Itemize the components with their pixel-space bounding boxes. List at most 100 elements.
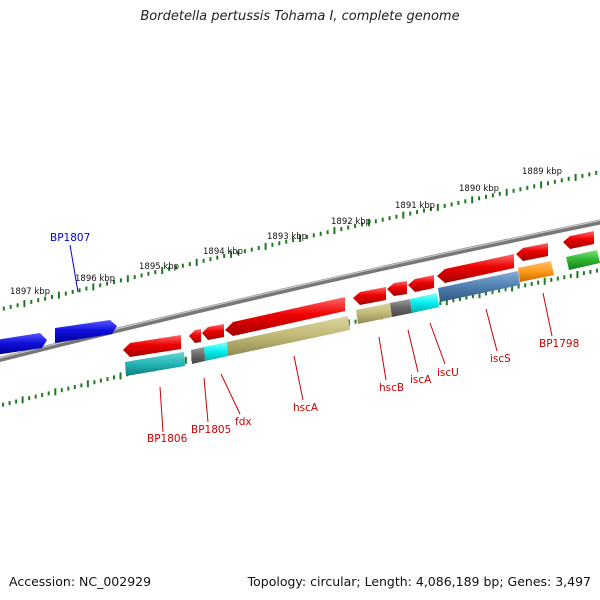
outer-scale-tick bbox=[223, 254, 226, 258]
inner-scale-tick bbox=[491, 290, 494, 295]
inner-scale-tick bbox=[582, 271, 585, 276]
inner-scale-tick bbox=[54, 388, 57, 396]
inner-scale-tick bbox=[8, 401, 11, 406]
inner-scale-tick bbox=[543, 277, 546, 285]
outer-scale-tick bbox=[395, 214, 398, 219]
outer-scale-tick bbox=[457, 200, 460, 205]
scale-label-1891: 1891 kbp bbox=[395, 201, 435, 211]
inner-scale-tick bbox=[99, 378, 102, 383]
outer-scale-ticks bbox=[2, 170, 598, 311]
outer-scale-tick bbox=[471, 196, 474, 204]
outer-scale-tick bbox=[505, 188, 508, 196]
scale-label-1892: 1892 kbp bbox=[331, 217, 371, 227]
outer-scale-tick bbox=[271, 242, 274, 247]
inner-scale-tick bbox=[452, 298, 455, 303]
inner-scale-tick bbox=[458, 297, 461, 301]
inner-scale-tick bbox=[439, 301, 442, 306]
inner-scale-tick bbox=[465, 295, 468, 300]
outer-scale-tick bbox=[37, 298, 40, 303]
outer-scale-tick bbox=[374, 219, 377, 224]
outer-scale-tick bbox=[140, 273, 143, 278]
outer-scale-tick bbox=[243, 249, 246, 254]
outer-scale-tick bbox=[285, 239, 288, 244]
outer-scale-tick bbox=[595, 170, 598, 175]
leader-BP1807 bbox=[69, 244, 79, 293]
leader-BP1806 bbox=[159, 386, 164, 433]
label-fdx: fdx bbox=[235, 416, 252, 428]
inner-scale-tick bbox=[184, 356, 187, 364]
label-leader-lines bbox=[159, 292, 553, 433]
inner-scale-tick bbox=[511, 284, 514, 292]
outer-scale-tick bbox=[195, 258, 198, 266]
outer-scale-tick bbox=[44, 296, 47, 301]
inner-scale-tick bbox=[60, 388, 63, 393]
outer-scale-tick bbox=[491, 193, 494, 198]
inner-scale-tick bbox=[485, 291, 487, 296]
gene-arrow-BP1807 bbox=[55, 320, 117, 343]
genome-backbone bbox=[0, 219, 600, 363]
gene-labels: BP1807 BP1806 BP1805 fdx hscA hscB iscA … bbox=[50, 232, 579, 445]
outer-scale-tick bbox=[450, 202, 453, 207]
inner-scale-tick bbox=[73, 385, 76, 389]
inner-scale-tick bbox=[517, 284, 520, 289]
gene-arrow-hscA bbox=[225, 297, 345, 336]
outer-scale-tick bbox=[230, 250, 233, 258]
outer-scale-tick bbox=[188, 262, 191, 267]
outer-scale-tick bbox=[175, 265, 177, 270]
outer-scale-tick bbox=[154, 270, 157, 275]
inner-scale-tick bbox=[556, 276, 559, 281]
label-BP1807: BP1807 bbox=[50, 232, 90, 244]
outer-scale-tick bbox=[526, 185, 529, 190]
outer-scale-tick bbox=[209, 257, 212, 262]
leader-BP1798 bbox=[542, 292, 553, 337]
inner-scale-tick bbox=[80, 383, 83, 388]
outer-scale-tick bbox=[498, 191, 501, 196]
cog-box-hscB bbox=[356, 303, 392, 324]
outer-scale-tick bbox=[567, 176, 570, 181]
forward-strand-genes bbox=[0, 320, 117, 355]
outer-scale-tick bbox=[361, 222, 363, 227]
inner-scale-tick bbox=[550, 277, 553, 282]
outer-scale-tick bbox=[71, 289, 74, 294]
leader-fdx bbox=[220, 373, 241, 415]
cog-box-iscU bbox=[410, 293, 439, 313]
inner-scale-tick bbox=[47, 391, 50, 396]
inner-scale-tick bbox=[21, 396, 24, 404]
outer-scale-tick bbox=[581, 173, 584, 178]
outer-scale-tick bbox=[147, 271, 150, 276]
inner-scale-tick bbox=[2, 402, 5, 407]
outer-scale-tick bbox=[85, 286, 88, 291]
outer-scale-tick bbox=[292, 238, 295, 243]
outer-scale-tick bbox=[99, 283, 102, 288]
outer-scale-tick bbox=[540, 181, 543, 189]
outer-scale-tick bbox=[278, 241, 281, 246]
scale-labels: 1897 kbp 1896 kbp 1895 kbp 1894 kbp 1893… bbox=[10, 167, 562, 297]
inner-scale-tick bbox=[576, 271, 579, 279]
outer-scale-tick bbox=[340, 227, 343, 232]
scale-label-1895: 1895 kbp bbox=[139, 262, 179, 272]
inner-scale-tick bbox=[498, 288, 501, 293]
outer-scale-tick bbox=[9, 304, 12, 309]
inner-scale-tick bbox=[34, 394, 37, 399]
cog-box-green-right bbox=[566, 250, 600, 270]
inner-scale-tick bbox=[28, 396, 31, 401]
outer-scale-tick bbox=[2, 306, 5, 311]
inner-scale-tick bbox=[15, 399, 18, 404]
outer-scale-tick bbox=[519, 187, 522, 192]
outer-scale-tick bbox=[312, 233, 315, 238]
outer-scale-tick bbox=[264, 242, 267, 250]
outer-scale-tick bbox=[250, 247, 253, 252]
outer-scale-tick bbox=[237, 250, 239, 255]
outer-scale-tick bbox=[588, 172, 591, 177]
outer-scale-tick bbox=[423, 208, 425, 213]
gene-arrow-BP1798 bbox=[516, 243, 548, 261]
inner-scale-tick bbox=[354, 319, 357, 324]
outer-scale-tick bbox=[326, 230, 329, 235]
inner-scale-tick bbox=[595, 268, 598, 273]
label-BP1798: BP1798 bbox=[539, 338, 579, 350]
outer-scale-tick bbox=[485, 194, 487, 199]
cog-box-fdx bbox=[204, 342, 228, 361]
inner-scale-tick bbox=[589, 269, 592, 274]
inner-scale-tick bbox=[563, 275, 566, 280]
